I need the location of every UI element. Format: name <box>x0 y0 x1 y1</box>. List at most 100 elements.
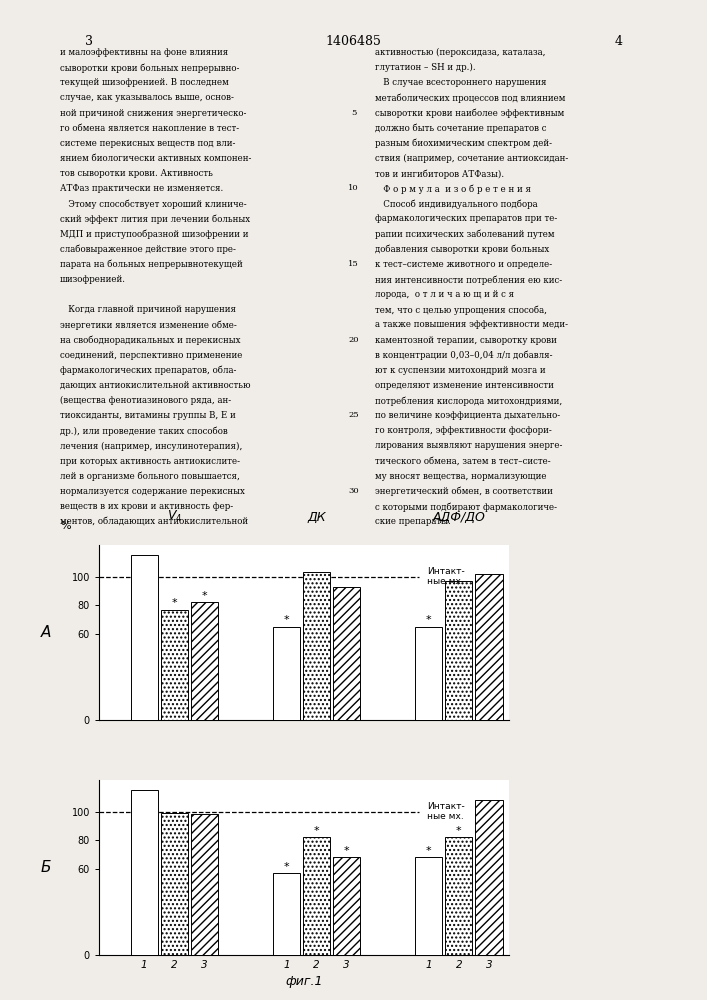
Text: ют к суспензии митохондрий мозга и: ют к суспензии митохондрий мозга и <box>375 366 545 375</box>
Text: МДП и приступообразной шизофрении и: МДП и приступообразной шизофрении и <box>60 230 249 239</box>
Text: ский эффект лития при лечении больных: ский эффект лития при лечении больных <box>60 214 250 224</box>
Text: Этому способствует хороший клиниче-: Этому способствует хороший клиниче- <box>60 199 247 209</box>
Text: тиоксиданты, витамины группы В, Е и: тиоксиданты, витамины группы В, Е и <box>60 411 236 420</box>
Bar <box>333 587 361 720</box>
Bar <box>131 790 158 955</box>
Text: му вносят вещества, нормализующие: му вносят вещества, нормализующие <box>375 472 547 481</box>
Text: др.), или проведение таких способов: др.), или проведение таких способов <box>60 426 228 436</box>
Bar <box>303 837 330 955</box>
Text: В случае всестороннего нарушения: В случае всестороннего нарушения <box>375 78 547 87</box>
Text: каментозной терапии, сыворотку крови: каментозной терапии, сыворотку крови <box>375 336 556 345</box>
Text: *: * <box>426 846 431 856</box>
Text: и малоэффективны на фоне влияния: и малоэффективны на фоне влияния <box>60 48 228 57</box>
Text: ной причиной снижения энергетическо-: ной причиной снижения энергетическо- <box>60 109 247 118</box>
Bar <box>160 610 188 720</box>
Text: шизофренией.: шизофренией. <box>60 275 126 284</box>
Text: должно быть сочетание препаратов с: должно быть сочетание препаратов с <box>375 124 547 133</box>
Text: 4: 4 <box>614 35 622 48</box>
Text: фармакологических препаратов при те-: фармакологических препаратов при те- <box>375 214 557 223</box>
Text: тов и ингибиторов АТФазы).: тов и ингибиторов АТФазы). <box>375 169 504 179</box>
Text: текущей шизофренией. В последнем: текущей шизофренией. В последнем <box>60 78 229 87</box>
Text: фармакологических препаратов, обла-: фармакологических препаратов, обла- <box>60 366 236 375</box>
Text: при которых активность антиокислите-: при которых активность антиокислите- <box>60 457 240 466</box>
Text: 30: 30 <box>348 487 359 495</box>
Bar <box>273 627 300 720</box>
Text: 20: 20 <box>349 336 358 344</box>
Text: активностью (пероксидаза, каталаза,: активностью (пероксидаза, каталаза, <box>375 48 545 57</box>
Text: с которыми подбирают фармакологиче-: с которыми подбирают фармакологиче- <box>375 502 556 512</box>
Text: нормализуется содержание перекисных: нормализуется содержание перекисных <box>60 487 245 496</box>
Text: 15: 15 <box>348 260 359 268</box>
Text: лей в организме больного повышается,: лей в организме больного повышается, <box>60 472 240 481</box>
Text: тов сыворотки крови. Активность: тов сыворотки крови. Активность <box>60 169 213 178</box>
Text: А: А <box>40 625 51 640</box>
Text: ментов, обладающих антиокислительной: ментов, обладающих антиокислительной <box>60 517 248 526</box>
Text: веществ в их крови и активность фер-: веществ в их крови и активность фер- <box>60 502 233 511</box>
Text: энергетический обмен, в соответствии: энергетический обмен, в соответствии <box>375 487 553 496</box>
Text: потребления кислорода митохондриями,: потребления кислорода митохондриями, <box>375 396 562 406</box>
Text: (вещества фенотиазинового ряда, ан-: (вещества фенотиазинового ряда, ан- <box>60 396 231 405</box>
Text: $V_4$: $V_4$ <box>167 509 182 524</box>
Text: 25: 25 <box>348 411 359 419</box>
Bar <box>445 581 472 720</box>
Bar <box>191 602 218 720</box>
Text: АТФаз практически не изменяется.: АТФаз практически не изменяется. <box>60 184 223 193</box>
Text: Интакт-
ные мх.: Интакт- ные мх. <box>427 802 464 821</box>
Text: парата на больных непрерывнотекущей: парата на больных непрерывнотекущей <box>60 260 243 269</box>
Text: соединений, перспективно применение: соединений, перспективно применение <box>60 351 243 360</box>
Text: сыворотки крови наиболее эффективным: сыворотки крови наиболее эффективным <box>375 109 564 118</box>
Text: разным биохимическим спектром дей-: разным биохимическим спектром дей- <box>375 139 551 148</box>
Text: *: * <box>456 826 462 836</box>
Text: тем, что с целью упрощения способа,: тем, что с целью упрощения способа, <box>375 305 547 315</box>
Text: *: * <box>314 826 320 836</box>
Text: дающих антиокислительной активностью: дающих антиокислительной активностью <box>60 381 250 390</box>
Bar <box>191 814 218 955</box>
Text: определяют изменение интенсивности: определяют изменение интенсивности <box>375 381 554 390</box>
Text: %: % <box>61 521 71 531</box>
Text: Когда главной причиной нарушения: Когда главной причиной нарушения <box>60 305 236 314</box>
Text: системе перекисных веществ под вли-: системе перекисных веществ под вли- <box>60 139 235 148</box>
Bar <box>333 857 361 955</box>
Text: слабовыраженное действие этого пре-: слабовыраженное действие этого пре- <box>60 245 236 254</box>
X-axis label: фиг.1: фиг.1 <box>285 975 323 988</box>
Text: 10: 10 <box>348 184 359 192</box>
Text: добавления сыворотки крови больных: добавления сыворотки крови больных <box>375 245 549 254</box>
Text: ские препараты.: ские препараты. <box>375 517 450 526</box>
Text: *: * <box>172 598 177 608</box>
Text: ДК: ДК <box>308 511 326 524</box>
Text: АДФ/ДО: АДФ/ДО <box>433 511 485 524</box>
Bar <box>475 800 503 955</box>
Text: го контроля, эффективности фосфори-: го контроля, эффективности фосфори- <box>375 426 551 435</box>
Text: Б: Б <box>40 860 51 875</box>
Text: Способ индивидуального подбора: Способ индивидуального подбора <box>375 199 537 209</box>
Text: Ф о р м у л а  и з о б р е т е н и я: Ф о р м у л а и з о б р е т е н и я <box>375 184 531 194</box>
Text: *: * <box>201 591 207 601</box>
Text: *: * <box>426 615 431 625</box>
Bar <box>415 857 443 955</box>
Bar <box>475 574 503 720</box>
Text: а также повышения эффективности меди-: а также повышения эффективности меди- <box>375 320 568 329</box>
Text: случае, как указывалось выше, основ-: случае, как указывалось выше, основ- <box>60 93 234 102</box>
Bar <box>273 873 300 955</box>
Bar <box>415 627 443 720</box>
Text: *: * <box>344 846 349 856</box>
Text: 3: 3 <box>85 35 93 48</box>
Text: ствия (например, сочетание антиоксидан-: ствия (например, сочетание антиоксидан- <box>375 154 568 163</box>
Text: го обмена является накопление в тест-: го обмена является накопление в тест- <box>60 124 239 133</box>
Text: тического обмена, затем в тест–систе-: тического обмена, затем в тест–систе- <box>375 457 550 466</box>
Text: глутатион – SH и др.).: глутатион – SH и др.). <box>375 63 475 72</box>
Text: *: * <box>284 615 289 625</box>
Text: лечения (например, инсулинотерапия),: лечения (например, инсулинотерапия), <box>60 441 243 451</box>
Text: лорода,  о т л и ч а ю щ и й с я: лорода, о т л и ч а ю щ и й с я <box>375 290 514 299</box>
Bar <box>160 813 188 955</box>
Text: к тест–системе животного и определе-: к тест–системе животного и определе- <box>375 260 552 269</box>
Text: метаболических процессов под влиянием: метаболических процессов под влиянием <box>375 93 565 103</box>
Text: лирования выявляют нарушения энерге-: лирования выявляют нарушения энерге- <box>375 441 562 450</box>
Text: в концентрации 0,03–0,04 л/л добавля-: в концентрации 0,03–0,04 л/л добавля- <box>375 351 552 360</box>
Bar <box>445 837 472 955</box>
Text: 1406485: 1406485 <box>325 35 382 48</box>
Text: *: * <box>284 862 289 872</box>
Text: на свободнорадикальных и перекисных: на свободнорадикальных и перекисных <box>60 336 240 345</box>
Text: по величине коэффициента дыхательно-: по величине коэффициента дыхательно- <box>375 411 560 420</box>
Bar <box>303 572 330 720</box>
